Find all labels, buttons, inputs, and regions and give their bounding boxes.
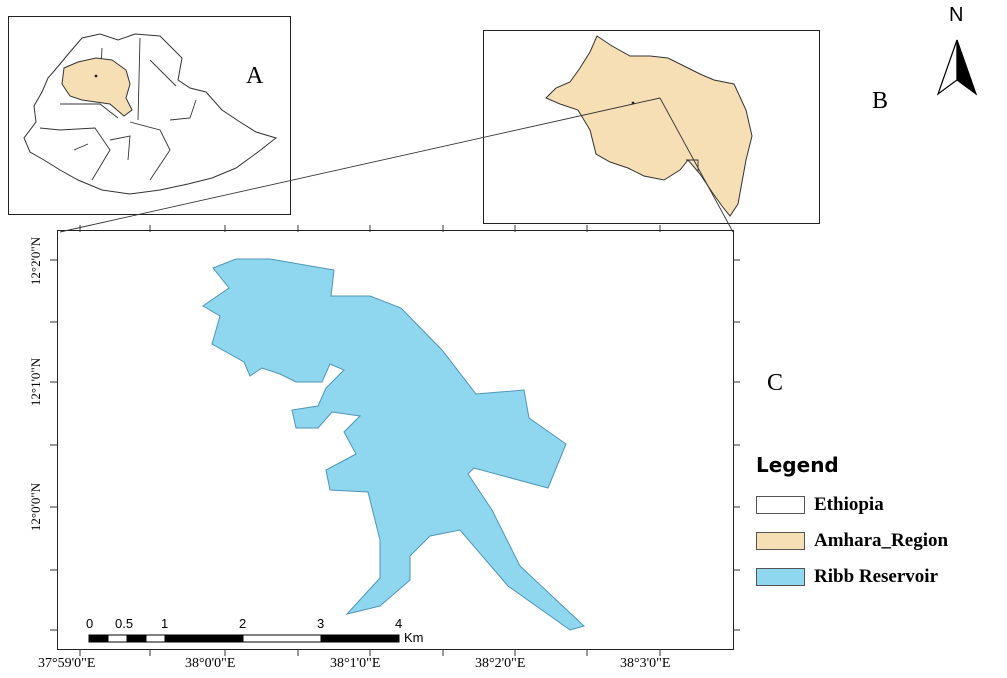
- panel-label-a: A: [246, 63, 264, 89]
- connector-lines: [59, 97, 734, 233]
- legend-swatch: [756, 532, 805, 550]
- legend-title: Legend: [756, 453, 839, 477]
- scale-bar-label: 3: [317, 616, 325, 631]
- legend-label: Amhara_Region: [814, 530, 949, 551]
- scale-bar-label: 0: [86, 616, 94, 631]
- legend-item-ethiopia: Ethiopia: [756, 493, 884, 517]
- lon-tick-label: 38°0'0"E: [185, 656, 236, 671]
- panel-label-c: C: [767, 370, 784, 396]
- amhara-region-inset-a: [61, 57, 133, 117]
- lat-tick-label: 12°1'0"N: [28, 357, 43, 407]
- panel-label-b: B: [872, 88, 889, 114]
- lat-tick-label: 12°0'0"N: [28, 482, 43, 532]
- lon-tick-label: 38°2'0"E: [475, 656, 526, 671]
- scale-bar: [88, 634, 400, 643]
- legend-item-amhara: Amhara_Region: [756, 529, 948, 553]
- lon-tick-label: 38°3'0"E: [620, 656, 671, 671]
- ribb-reservoir: [202, 258, 585, 631]
- map-frame-ticks: [50, 225, 740, 656]
- scale-bar-label: 4: [395, 616, 403, 631]
- scale-bar-label: 0.5: [115, 616, 134, 631]
- scale-bar-label: 2: [239, 616, 247, 631]
- scale-bar-label: 1: [161, 616, 169, 631]
- lon-tick-label: 38°1'0"E: [330, 656, 381, 671]
- lon-tick-label: 37°59'0"E: [38, 656, 96, 671]
- legend-item-reservoir: Ribb Reservoir: [756, 565, 938, 589]
- amhara-region-inset-b: [545, 35, 753, 217]
- north-arrow-letter: N: [949, 4, 964, 26]
- lat-tick-label: 12°2'0"N: [28, 236, 43, 286]
- legend-swatch: [756, 496, 805, 514]
- legend-swatch: [756, 568, 805, 586]
- ethiopia-outline: [23, 33, 278, 195]
- north-arrow-icon: [936, 39, 978, 96]
- legend-label: Ethiopia: [814, 494, 884, 515]
- scale-bar-unit: Km: [404, 630, 424, 645]
- legend-label: Ribb Reservoir: [814, 566, 939, 587]
